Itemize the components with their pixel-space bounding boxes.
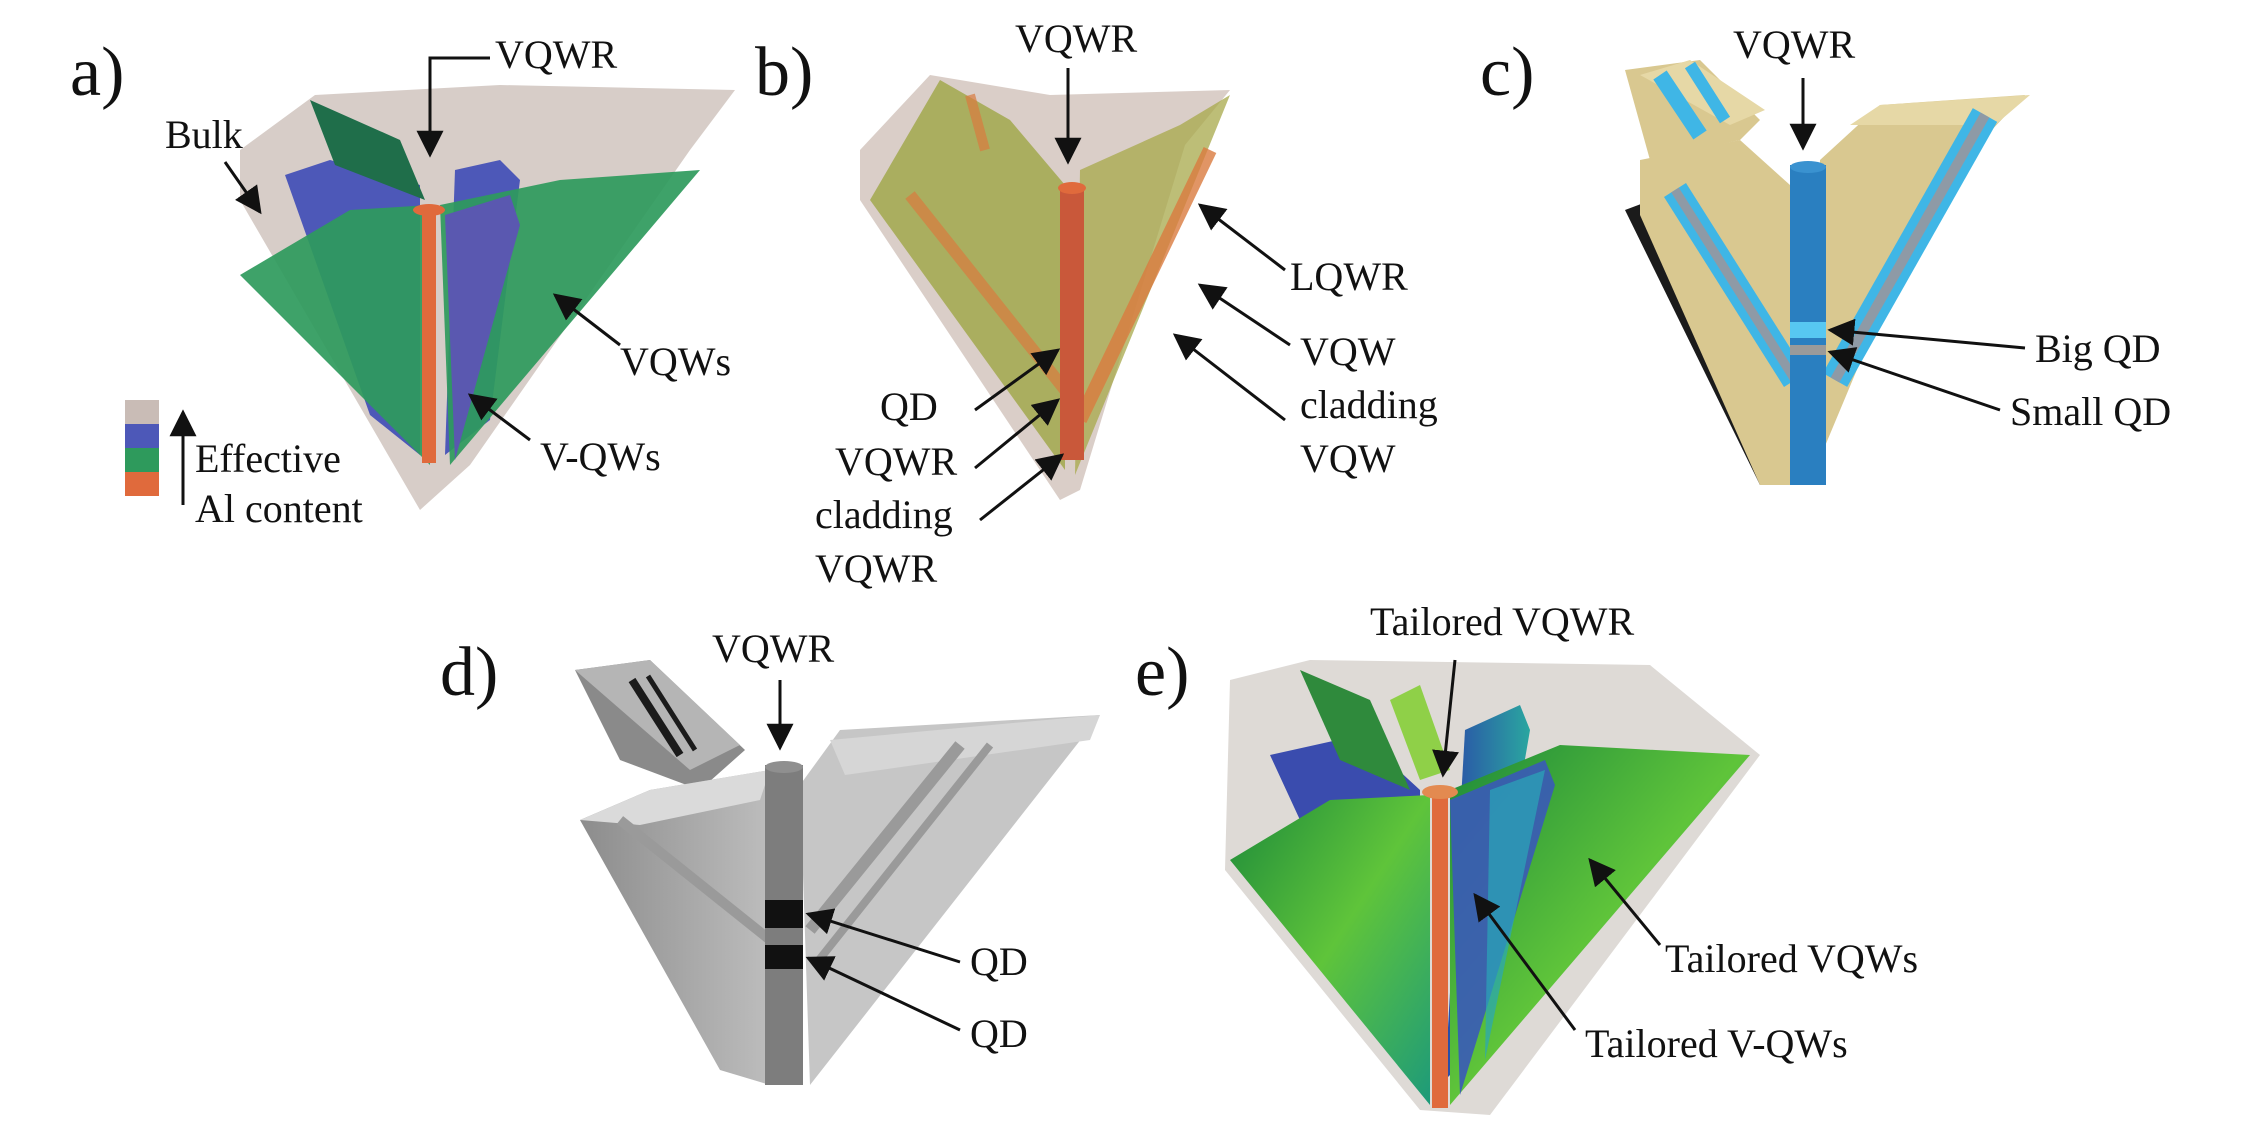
panel-c-wing-right-top [1850, 95, 2030, 125]
legend-swatch-bulk [125, 400, 159, 424]
panel-b-vqwr-top [1058, 182, 1086, 194]
panel-a-arrow-bulk [223, 161, 262, 215]
panel-a-letter: a) [70, 34, 124, 111]
panel-c-stripe-right-core [1830, 112, 1990, 383]
panel-b-label-vqw: VQW [1300, 329, 1396, 374]
panel-d-arrow-qd1 [805, 908, 961, 964]
panel-b-vqwr-wire [1060, 185, 1084, 460]
panel-a-label-vqws: VQWs [620, 339, 731, 384]
panel-a: a) VQWR Bulk VQWs V-QWs Effective [70, 32, 735, 531]
panel-b-label-cladding2: cladding [815, 492, 953, 537]
panel-b-label-vqwr2: VQWR [835, 439, 958, 484]
panel-d-stripe-right-2 [811, 742, 994, 968]
panel-d-label-qd2: QD [970, 1011, 1028, 1056]
panel-e: e) Tailored VQWR Tailored VQWs Tailored … [1135, 599, 1918, 1115]
panel-b-label-lqwr: LQWR [1290, 254, 1408, 299]
panel-c-stripe-back [1653, 70, 1707, 140]
panel-d-label-vqwr: VQWR [712, 626, 835, 671]
panel-a-label-v-qws: V-QWs [540, 434, 661, 479]
panel-b-label-vqwr3: VQWR [815, 546, 938, 591]
panel-e-letter: e) [1135, 634, 1189, 711]
panel-d-qd-1 [765, 900, 803, 928]
panel-e-vqwr-wire [1432, 790, 1448, 1108]
panel-e-vqwr-top [1422, 785, 1458, 799]
panel-d-wing-right-top [830, 715, 1100, 775]
panel-d-stripe-back-2 [645, 674, 698, 752]
panel-c-small-qd [1790, 345, 1826, 355]
panel-d-arrow-qd2 [805, 956, 961, 1032]
panel-b: b) VQWR LQWR VQW cladding VQW QD VQWR cl… [755, 16, 1438, 591]
panel-b-label-qd: QD [880, 384, 938, 429]
panel-e-green-fin-back-left [1300, 670, 1410, 790]
panel-c-label-vqwr: VQWR [1733, 22, 1856, 67]
panel-d-qd-2 [765, 945, 803, 969]
panel-d-vqwr-top [765, 761, 803, 773]
panel-a-green-wing-left [240, 205, 430, 465]
panel-c-arrow-small-qd [1827, 347, 2001, 412]
panel-d-stripe-left [616, 816, 774, 944]
legend-label-line2: Al content [195, 486, 363, 531]
panel-c-label-small-qd: Small QD [2010, 389, 2171, 434]
panel-c-stripe-left-core [1671, 187, 1799, 383]
panel-c-big-qd [1790, 322, 1826, 338]
legend-swatch-green [125, 448, 159, 472]
panel-e-label-tvqws2: Tailored V-QWs [1585, 1021, 1848, 1066]
panel-a-green-fin-back [310, 100, 425, 200]
panel-b-letter: b) [755, 34, 813, 111]
legend-label-line1: Effective [195, 436, 341, 481]
panel-a-legend: Effective Al content [125, 400, 363, 531]
panel-a-label-vqwr: VQWR [495, 32, 618, 77]
panel-d-stripe-right [805, 741, 965, 934]
panel-a-arrow-vqws [552, 293, 621, 347]
panel-d-wing-right [800, 715, 1100, 1085]
panel-a-arrow-vqwr [416, 56, 490, 158]
panel-d-stripe-back [628, 677, 684, 758]
panel-b-label-cladding1: cladding [1300, 382, 1438, 427]
panel-b-lqwr-right [1073, 146, 1217, 424]
panel-a-vqw-blue [445, 195, 520, 460]
panel-b-arrow-lqwr [1197, 203, 1286, 272]
panel-a-vqwr-top [413, 204, 445, 216]
legend-swatch-orange [125, 472, 159, 496]
panel-a-arrow-v-qws [467, 393, 531, 442]
panel-e-label-tvqws: Tailored VQWs [1665, 936, 1918, 981]
panel-b-lqwr-back [965, 93, 990, 152]
panel-c-stripe-back-2 [1684, 61, 1731, 124]
panel-b-arrow-vqwr-cladding [974, 398, 1061, 470]
panel-c-label-big-qd: Big QD [2035, 326, 2161, 371]
panel-e-vqw-cyan [1485, 770, 1545, 1060]
panel-c-arrow-big-qd [1827, 318, 2026, 350]
panel-b-label-vqwr: VQWR [1015, 16, 1138, 61]
panel-b-arrow-cladding-vqw [1172, 333, 1286, 422]
panel-c-vqwr-top [1790, 161, 1826, 173]
legend-swatch-blue [125, 424, 159, 448]
panel-c-letter: c) [1480, 34, 1534, 111]
panel-d-wing-left-top [580, 770, 770, 825]
panel-c-wing-right [1815, 95, 2025, 470]
panel-e-arrow-tvqwr [1432, 659, 1459, 778]
panel-e-label-tvqwr: Tailored VQWR [1370, 599, 1635, 644]
panel-e-arrow-tvqws2 [1473, 892, 1577, 1031]
panel-d-wing-left [580, 770, 770, 1085]
panel-b-label-vqw2: VQW [1300, 436, 1396, 481]
panel-d-label-qd1: QD [970, 939, 1028, 984]
panel-b-arrow-vqw [1197, 283, 1291, 347]
panel-d-letter: d) [440, 634, 498, 711]
panel-b-arrow-cladding-vqwr [979, 453, 1065, 522]
panel-c-wing-left [1640, 140, 1790, 485]
panel-e-arrow-tvqws [1588, 857, 1662, 946]
panel-c: c) VQWR Big QD Small QD [1480, 22, 2171, 485]
panel-e-green-wing-left [1230, 795, 1430, 1105]
panel-d: d) VQWR QD QD [440, 626, 1100, 1085]
panel-a-vqwr-wire [422, 205, 436, 463]
panel-a-label-bulk: Bulk [165, 112, 243, 157]
panel-b-arrow-qd [974, 348, 1061, 412]
